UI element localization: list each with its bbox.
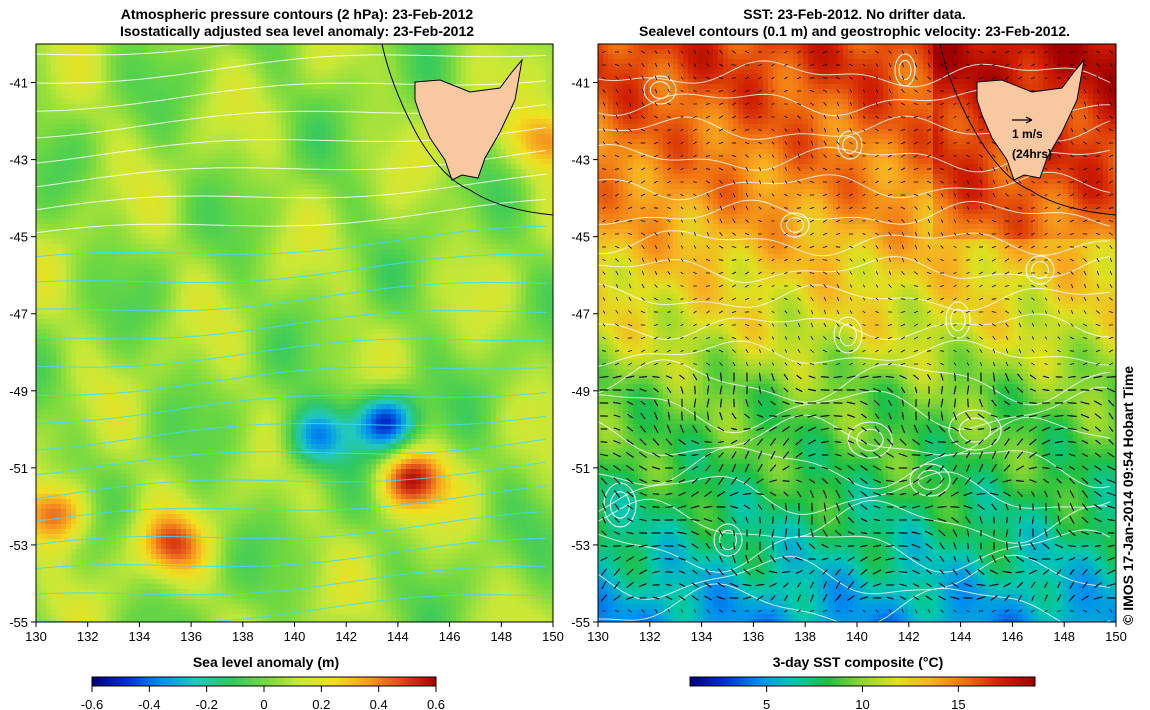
sst-y-tick-label: -55: [571, 615, 590, 630]
left-title-line1: Atmospheric pressure contours (2 hPa): 2…: [22, 6, 572, 23]
sst-y-tick-label: -47: [571, 307, 590, 322]
sla-colorbar: -0.6 -0.4 -0.2 0 0.2 0.4 0.6 Sea level anomaly…: [81, 654, 445, 710]
sla-x-tick-label: 134: [129, 629, 151, 644]
sla-colorbar-tick-label: 0.6: [427, 697, 445, 710]
sla-x-tick-label: 136: [180, 629, 202, 644]
sst-field: [598, 44, 1116, 622]
coastline-contour: [381, 44, 553, 216]
sst-y-tick-label: -49: [571, 384, 590, 399]
sst-x-tick-label: 140: [846, 629, 868, 644]
sla-colorbar-tick-label: -0.4: [138, 697, 160, 710]
left-title: Atmospheric pressure contours (2 hPa): 2…: [22, 6, 572, 40]
sst-colorbar-bar: [689, 676, 1036, 687]
sst-map: 1 m/s (24hrs) 130 132 134 136 138 140 142 144 14…: [571, 43, 1127, 644]
coastline-contour: [939, 44, 1116, 216]
sst-x-tick-label: 144: [950, 629, 972, 644]
sla-x-tick-label: 140: [284, 629, 306, 644]
sla-y-tick-label: -41: [9, 76, 28, 91]
sla-y-tick-label: -47: [9, 307, 28, 322]
sst-colorbar: 5 10 15 3-day SST composite (°C): [689, 654, 1036, 710]
sla-colorbar-label: Sea level anomaly (m): [193, 654, 339, 670]
sst-colorbar-label: 3-day SST composite (°C): [773, 654, 944, 670]
sla-y-tick-label: -43: [9, 153, 28, 168]
sst-x-tick-label: 138: [794, 629, 816, 644]
sla-map: 130 132 134 136 138 140 142 144 146 148 150 -41 -43 -…: [9, 43, 564, 644]
velocity-scale-sublabel: (24hrs): [1012, 147, 1052, 161]
sla-x-tick-label: 148: [490, 629, 512, 644]
sla-y-tick-label: -53: [9, 538, 28, 553]
sst-colorbar-tick-label: 10: [855, 697, 869, 710]
sla-y-tick-label: -55: [9, 615, 28, 630]
left-title-line2: Isostatically adjusted sea level anomaly…: [22, 23, 572, 40]
sst-y-tick-label: -51: [571, 461, 590, 476]
sst-y-tick-label: -53: [571, 538, 590, 553]
sealevel-contours: [598, 53, 1111, 622]
sst-x-tick-label: 146: [1002, 629, 1024, 644]
sst-x-tick-label: 132: [639, 629, 661, 644]
sst-y-tick-label: -43: [571, 153, 590, 168]
sla-colorbar-ticks: -0.6 -0.4 -0.2 0 0.2 0.4 0.6: [81, 686, 445, 710]
right-title: SST: 23-Feb-2012. No drifter data. Seale…: [582, 6, 1127, 40]
sst-x-tick-label: 134: [691, 629, 713, 644]
sla-colorbar-tick-label: -0.2: [195, 697, 217, 710]
sst-colorbar-tick-label: 15: [951, 697, 965, 710]
sla-axes: 130 132 134 136 138 140 142 144 146 148 150 -41 -43 -…: [9, 76, 564, 644]
velocity-scale-label: 1 m/s: [1012, 127, 1043, 141]
right-title-line2: Sealevel contours (0.1 m) and geostrophi…: [582, 23, 1127, 40]
right-title-line1: SST: 23-Feb-2012. No drifter data.: [582, 6, 1127, 23]
sst-x-tick-label: 150: [1105, 629, 1127, 644]
sla-colorbar-tick-label: -0.6: [81, 697, 103, 710]
sla-colorbar-tick-label: 0.4: [370, 697, 388, 710]
sla-x-tick-label: 142: [335, 629, 357, 644]
velocity-arrows: [599, 49, 1116, 614]
sla-colorbar-bar: [91, 676, 437, 687]
velocity-scale-arrowhead: [1025, 116, 1033, 124]
sla-x-tick-label: 130: [25, 629, 47, 644]
sst-axes: 130 132 134 136 138 140 142 144 146 148 150 -41 -43 -…: [571, 76, 1127, 644]
tasmania-land: [414, 58, 523, 181]
sst-colorbar-ticks: 5 10 15: [763, 686, 966, 710]
sla-y-tick-label: -45: [9, 230, 28, 245]
sst-y-tick-label: -41: [571, 76, 590, 91]
sla-x-tick-label: 146: [439, 629, 461, 644]
sla-x-tick-label: 150: [542, 629, 564, 644]
sla-x-tick-label: 144: [387, 629, 409, 644]
sst-y-tick-label: -45: [571, 230, 590, 245]
copyright-credit: © IMOS 17-Jan-2014 09:54 Hobart Time: [1120, 325, 1136, 625]
sla-colorbar-tick-label: 0: [260, 697, 267, 710]
sst-colorbar-tick-label: 5: [763, 697, 770, 710]
sla-colorbar-tick-label: 0.2: [312, 697, 330, 710]
sla-x-tick-label: 138: [232, 629, 254, 644]
sla-y-tick-label: -49: [9, 384, 28, 399]
velocity-scale-key: 1 m/s (24hrs): [1012, 116, 1052, 161]
sla-x-tick-label: 132: [77, 629, 99, 644]
sst-x-tick-label: 148: [1053, 629, 1075, 644]
sst-x-tick-label: 130: [587, 629, 609, 644]
sst-x-tick-label: 136: [743, 629, 765, 644]
sst-x-tick-label: 142: [898, 629, 920, 644]
sla-y-tick-label: -51: [9, 461, 28, 476]
